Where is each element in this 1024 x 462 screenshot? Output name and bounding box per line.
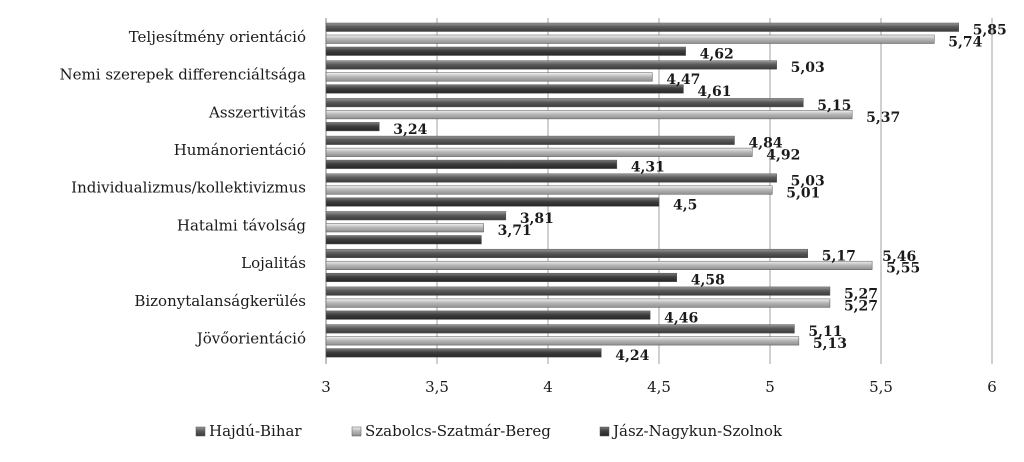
bar-1-2 xyxy=(325,110,853,120)
data-label: 4,47 xyxy=(666,72,700,88)
legend-swatch xyxy=(599,426,610,437)
bar-2-6 xyxy=(325,272,678,282)
bar-0-5 xyxy=(325,211,507,221)
data-label: 3,24 xyxy=(393,122,427,138)
data-label: 5,55 xyxy=(886,261,920,277)
data-label: 5,85 xyxy=(973,23,1007,39)
category-label: Nemi szerepek differenciáltsága xyxy=(60,66,307,84)
bar-1-7 xyxy=(325,298,831,308)
x-tick-label: 3,5 xyxy=(425,378,449,396)
data-label: 5,01 xyxy=(786,185,820,201)
bar-2-8 xyxy=(325,348,602,358)
data-labels: 5,855,74 4,62 5,03 4,474,61 5,15 5,37 3,24 4,84… xyxy=(393,23,1007,365)
data-label: 5,13 xyxy=(813,336,847,352)
category-label: Bizonytalanságkerülés xyxy=(134,292,306,310)
category-label: Humánorientáció xyxy=(174,141,306,159)
x-tick-label: 3 xyxy=(321,378,331,396)
category-label: Teljesítmény orientáció xyxy=(129,28,306,46)
x-tick-label: 5,5 xyxy=(869,378,893,396)
bar-1-4 xyxy=(325,185,773,195)
bar-0-8 xyxy=(325,324,795,334)
data-label: 5,03 xyxy=(791,60,825,76)
data-label: 4,84 xyxy=(748,136,782,152)
data-label: 5,46 xyxy=(882,249,916,265)
category-labels: Teljesítmény orientáció Nemi szerepek dif… xyxy=(60,28,307,348)
bar-0-1 xyxy=(325,60,777,70)
data-label: 5,37 xyxy=(866,110,900,126)
data-label: 4,61 xyxy=(697,84,731,100)
bar-2-4 xyxy=(325,197,660,207)
data-label: 4,46 xyxy=(664,310,698,326)
data-label: 5,74 xyxy=(948,35,982,51)
legend-label: Jász-Nagykun-Szolnok xyxy=(611,422,783,440)
data-label: 3,71 xyxy=(498,223,532,239)
bar-2-0 xyxy=(325,46,686,56)
legend-swatch xyxy=(195,426,206,437)
legend-label: Szabolcs-Szatmár-Bereg xyxy=(365,422,551,440)
bar-0-3 xyxy=(325,135,735,145)
x-tick-label: 6 xyxy=(987,378,997,396)
bar-2-1 xyxy=(325,84,684,94)
x-tick-labels: 3 3,5 4 4,5 5 5,5 6 xyxy=(321,378,997,396)
bar-0-4 xyxy=(325,173,777,183)
bar-0-0 xyxy=(325,22,959,32)
legend: Hajdú-Bihar Szabolcs-Szatmár-Bereg Jász-Na… xyxy=(195,422,783,440)
bar-2-2 xyxy=(325,122,380,132)
category-label: Asszertivitás xyxy=(208,103,306,121)
bar-2-3 xyxy=(325,159,618,169)
data-label: 5,27 xyxy=(844,298,878,314)
bar-2-5 xyxy=(325,235,482,245)
data-label: 4,31 xyxy=(631,160,665,176)
bar-0-6 xyxy=(325,248,808,258)
data-label: 5,03 xyxy=(791,173,825,189)
bar-2-7 xyxy=(325,310,651,320)
bar-1-8 xyxy=(325,336,800,346)
data-label: 5,27 xyxy=(844,286,878,302)
legend-label: Hajdú-Bihar xyxy=(209,422,302,440)
data-label: 3,81 xyxy=(520,211,554,227)
bar-1-0 xyxy=(325,34,935,44)
data-label: 4,92 xyxy=(766,148,800,164)
data-label: 4,58 xyxy=(691,273,725,289)
x-tick-label: 4,5 xyxy=(647,378,671,396)
bar-1-5 xyxy=(325,223,484,233)
data-label: 4,5 xyxy=(673,197,697,213)
bar-1-1 xyxy=(325,72,653,82)
data-label: 4,24 xyxy=(615,348,649,364)
bar-0-2 xyxy=(325,98,804,108)
category-label: Individualizmus/kollektivizmus xyxy=(71,179,306,197)
data-label: 5,15 xyxy=(817,98,851,114)
bars xyxy=(325,22,959,358)
data-label: 5,17 xyxy=(822,249,856,265)
category-label: Hatalmi távolság xyxy=(177,216,306,234)
x-tick-label: 5 xyxy=(765,378,775,396)
category-label: Jövőorientáció xyxy=(195,329,306,347)
bar-0-7 xyxy=(325,286,831,296)
data-label: 5,11 xyxy=(808,324,842,340)
category-label: Lojalitás xyxy=(241,254,306,272)
bar-1-6 xyxy=(325,260,873,270)
bar-1-3 xyxy=(325,147,753,157)
x-tick-label: 4 xyxy=(543,378,553,396)
data-label: 4,62 xyxy=(700,47,734,63)
legend-swatch xyxy=(351,426,362,437)
